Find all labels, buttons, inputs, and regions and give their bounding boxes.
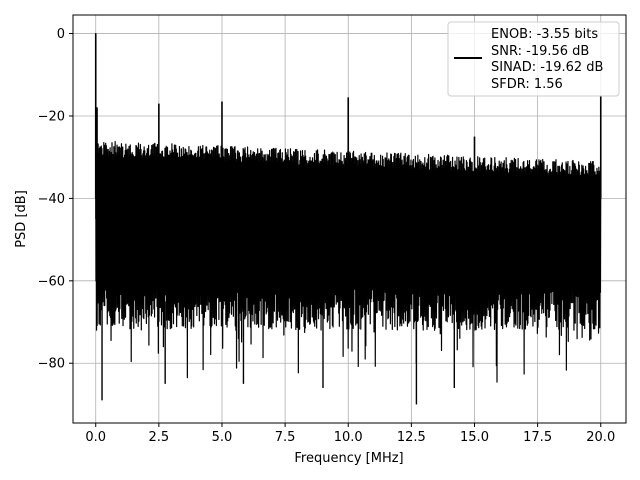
x-tick-label: 7.5	[275, 430, 296, 445]
x-tick-label: 0.0	[85, 430, 106, 445]
legend-sfdr: SFDR: 1.56	[491, 77, 563, 92]
y-tick-label: −20	[38, 109, 65, 124]
x-tick-label: 20.0	[586, 430, 615, 445]
x-tick-label: 5.0	[212, 430, 233, 445]
legend-sinad: SINAD: -19.62 dB	[491, 60, 603, 75]
y-tick-label: −60	[38, 274, 65, 289]
x-tick-label: 15.0	[460, 430, 489, 445]
x-tick-label: 2.5	[149, 430, 170, 445]
legend-box	[447, 21, 620, 97]
y-axis-label: PSD [dB]	[14, 190, 29, 248]
x-tick-label: 10.0	[334, 430, 363, 445]
plot-frame	[72, 14, 627, 424]
x-tick-label: 12.5	[397, 430, 426, 445]
y-tick-label: −40	[38, 192, 65, 207]
legend: ENOB: -3.55 bits SNR: -19.56 dB SINAD: -…	[447, 21, 620, 97]
axis-ticks: 0.0 2.5 5.0 7.5 10.0 12.5 15.0 17.5 20.0 0 −20 −40 −…	[38, 27, 616, 445]
y-tick-label: 0	[57, 27, 65, 42]
x-tick-label: 17.5	[523, 430, 552, 445]
legend-enob: ENOB: -3.55 bits	[491, 27, 598, 42]
legend-snr: SNR: -19.56 dB	[491, 44, 589, 59]
x-axis-label: Frequency [MHz]	[294, 451, 403, 466]
psd-line	[95, 32, 602, 383]
y-tick-label: −80	[38, 357, 65, 372]
psd-series	[94, 32, 602, 405]
